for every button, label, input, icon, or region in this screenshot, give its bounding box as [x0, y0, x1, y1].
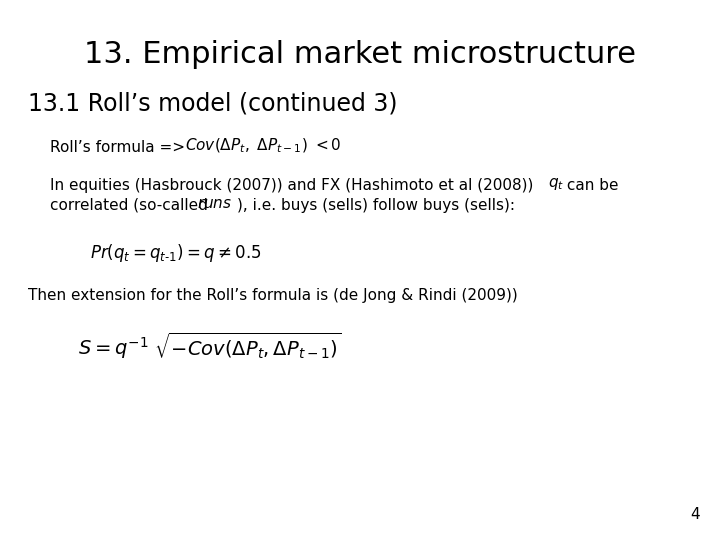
Text: ), i.e. buys (sells) follow buys (sells):: ), i.e. buys (sells) follow buys (sells)…	[237, 198, 515, 213]
Text: 4: 4	[690, 507, 700, 522]
Text: $\mathit{Pr}(q_t = q_{t\text{-}1}) = q \neq 0.5$: $\mathit{Pr}(q_t = q_{t\text{-}1}) = q \…	[90, 242, 261, 264]
Text: correlated (so-called: correlated (so-called	[50, 198, 212, 213]
Text: 13. Empirical market microstructure: 13. Empirical market microstructure	[84, 40, 636, 69]
Text: $\mathit{Cov}(\Delta P_t,\ \Delta P_{t-1})\ < 0$: $\mathit{Cov}(\Delta P_t,\ \Delta P_{t-1…	[185, 137, 341, 156]
Text: In equities (Hasbrouck (2007)) and FX (Hashimoto et al (2008)): In equities (Hasbrouck (2007)) and FX (H…	[50, 178, 539, 193]
Text: 13.1 Roll’s model (continued 3): 13.1 Roll’s model (continued 3)	[28, 92, 397, 116]
Text: $\mathit{q}_t$: $\mathit{q}_t$	[548, 176, 564, 192]
Text: Roll’s formula =>: Roll’s formula =>	[50, 140, 190, 155]
Text: Then extension for the Roll’s formula is (de Jong & Rindi (2009)): Then extension for the Roll’s formula is…	[28, 288, 518, 303]
Text: $\mathit{S} = \mathit{q}^{-1}\ \sqrt{-\mathit{Cov}(\Delta P_t,\Delta P_{t-1})}$: $\mathit{S} = \mathit{q}^{-1}\ \sqrt{-\m…	[78, 330, 341, 361]
Text: $\mathit{runs}$: $\mathit{runs}$	[197, 196, 233, 211]
Text: can be: can be	[562, 178, 618, 193]
